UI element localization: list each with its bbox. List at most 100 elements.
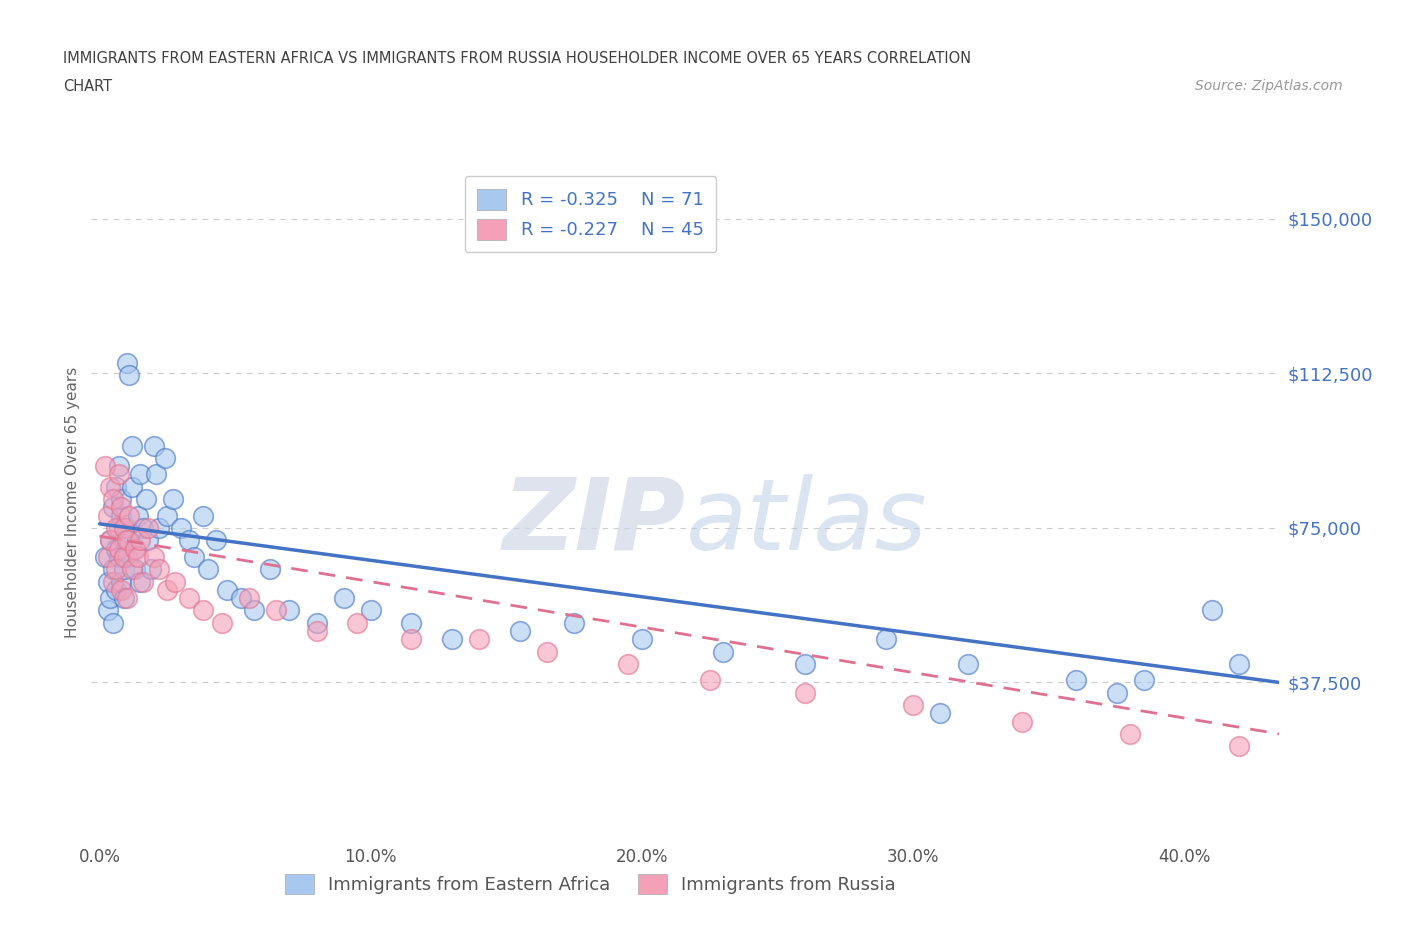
Point <box>145 467 167 482</box>
Point <box>94 458 117 473</box>
Point <box>129 467 152 482</box>
Point <box>713 644 735 659</box>
Text: Source: ZipAtlas.com: Source: ZipAtlas.com <box>1195 79 1343 93</box>
Point <box>617 657 640 671</box>
Point <box>142 550 165 565</box>
Point <box>112 533 135 548</box>
Point <box>104 541 127 556</box>
Point <box>211 616 233 631</box>
Point <box>929 706 952 721</box>
Point <box>107 467 129 482</box>
Point <box>903 698 925 712</box>
Point <box>112 562 135 577</box>
Point <box>118 533 141 548</box>
Point <box>562 616 585 631</box>
Point <box>197 562 219 577</box>
Point <box>104 521 127 536</box>
Point <box>97 574 120 589</box>
Point <box>183 550 205 565</box>
Point <box>97 508 120 523</box>
Point <box>107 458 129 473</box>
Point <box>536 644 558 659</box>
Point <box>115 355 138 370</box>
Point <box>124 541 146 556</box>
Point <box>401 631 423 646</box>
Point <box>100 533 122 548</box>
Point <box>138 521 160 536</box>
Point <box>875 631 897 646</box>
Point <box>1011 714 1033 729</box>
Point <box>278 603 301 618</box>
Point <box>162 492 184 507</box>
Point <box>264 603 287 618</box>
Point <box>1227 657 1250 671</box>
Point <box>100 591 122 605</box>
Point <box>165 574 187 589</box>
Point <box>115 550 138 565</box>
Legend: Immigrants from Eastern Africa, Immigrants from Russia: Immigrants from Eastern Africa, Immigran… <box>278 867 903 901</box>
Text: atlas: atlas <box>685 473 927 571</box>
Point <box>112 550 135 565</box>
Point <box>115 521 138 536</box>
Point <box>631 631 654 646</box>
Point <box>112 591 135 605</box>
Point <box>243 603 266 618</box>
Point <box>110 492 132 507</box>
Text: ZIP: ZIP <box>502 473 685 571</box>
Point <box>401 616 423 631</box>
Point <box>110 500 132 515</box>
Point <box>1119 726 1142 741</box>
Point <box>101 562 124 577</box>
Point <box>101 574 124 589</box>
Point <box>468 631 491 646</box>
Text: IMMIGRANTS FROM EASTERN AFRICA VS IMMIGRANTS FROM RUSSIA HOUSEHOLDER INCOME OVER: IMMIGRANTS FROM EASTERN AFRICA VS IMMIGR… <box>63 51 972 66</box>
Point <box>107 521 129 536</box>
Point <box>793 685 815 700</box>
Point <box>115 591 138 605</box>
Point <box>1201 603 1223 618</box>
Point <box>305 616 328 631</box>
Point <box>127 508 149 523</box>
Point <box>956 657 979 671</box>
Point <box>142 438 165 453</box>
Point <box>191 603 214 618</box>
Point <box>100 479 122 494</box>
Point <box>100 533 122 548</box>
Point <box>153 450 176 465</box>
Point <box>139 562 162 577</box>
Point <box>156 508 179 523</box>
Point <box>121 479 143 494</box>
Point <box>124 541 146 556</box>
Point <box>112 521 135 536</box>
Point <box>127 550 149 565</box>
Point <box>101 500 124 515</box>
Point <box>346 616 368 631</box>
Point <box>104 562 127 577</box>
Point <box>94 550 117 565</box>
Point <box>115 533 138 548</box>
Point <box>129 574 152 589</box>
Point <box>441 631 464 646</box>
Point <box>170 521 193 536</box>
Point <box>699 673 721 688</box>
Point <box>104 479 127 494</box>
Point <box>332 591 354 605</box>
Point <box>1133 673 1156 688</box>
Point <box>97 603 120 618</box>
Point <box>107 541 129 556</box>
Point <box>229 591 252 605</box>
Point <box>97 550 120 565</box>
Point <box>191 508 214 523</box>
Point <box>124 562 146 577</box>
Point <box>509 623 531 638</box>
Point <box>305 623 328 638</box>
Point <box>138 533 160 548</box>
Point <box>104 582 127 597</box>
Point <box>132 521 155 536</box>
Point <box>121 562 143 577</box>
Point <box>118 508 141 523</box>
Point <box>205 533 228 548</box>
Point <box>129 533 152 548</box>
Point <box>110 582 132 597</box>
Y-axis label: Householder Income Over 65 years: Householder Income Over 65 years <box>65 366 80 638</box>
